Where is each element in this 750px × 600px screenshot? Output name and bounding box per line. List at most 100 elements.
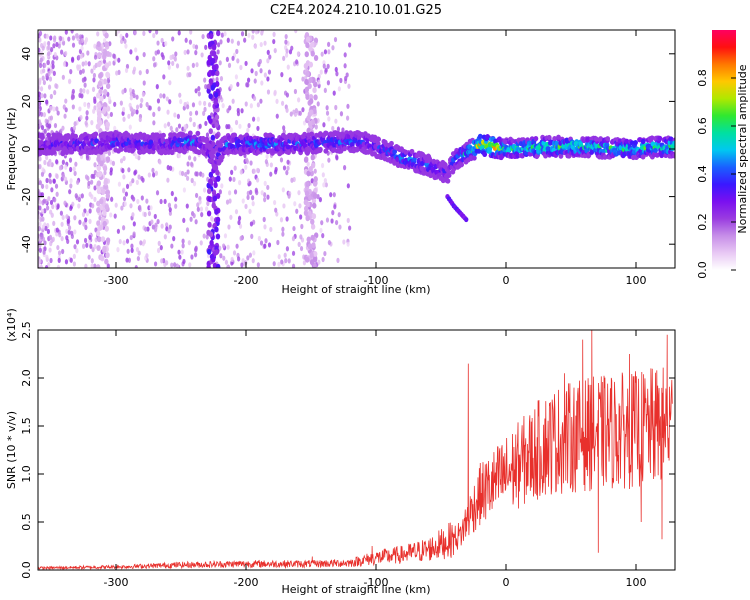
noise-speck xyxy=(284,258,288,264)
noise-speck xyxy=(232,176,236,183)
noise-speck xyxy=(72,261,76,267)
streak-speck xyxy=(95,230,101,237)
noise-speck xyxy=(93,162,97,168)
streak-speck xyxy=(96,188,102,195)
noise-speck xyxy=(119,158,124,164)
noise-speck xyxy=(39,111,44,117)
noise-speck xyxy=(226,264,230,268)
x-tick-label: -300 xyxy=(104,274,129,287)
streak-speck xyxy=(306,236,311,243)
streak-speck xyxy=(308,61,314,68)
noise-speck xyxy=(192,121,196,128)
noise-speck xyxy=(38,33,41,39)
streak-speck xyxy=(213,91,219,98)
noise-speck xyxy=(38,62,43,69)
noise-speck xyxy=(291,236,296,242)
streak-speck xyxy=(102,89,108,96)
noise-speck xyxy=(85,155,90,161)
noise-speck xyxy=(136,198,140,205)
noise-speck xyxy=(43,41,47,47)
ridge-cell xyxy=(309,131,315,137)
noise-speck xyxy=(196,202,200,208)
noise-speck xyxy=(240,262,244,268)
noise-speck xyxy=(150,219,154,225)
colorbar-ticks: 0.0 0.2 0.4 0.6 0.8 xyxy=(696,69,736,279)
noise-speck xyxy=(50,187,54,193)
noise-speck xyxy=(331,45,335,51)
noise-speck xyxy=(248,208,252,214)
streak-speck xyxy=(96,245,101,252)
ridge-cell xyxy=(657,135,663,142)
noise-speck xyxy=(135,94,139,100)
y-tick-label: 0.0 xyxy=(20,561,33,579)
noise-speck xyxy=(200,52,204,58)
streak-speck xyxy=(307,83,312,90)
noise-speck xyxy=(166,109,170,115)
noise-speck xyxy=(234,74,239,80)
noise-speck xyxy=(280,100,285,106)
noise-speck xyxy=(265,153,269,160)
noise-speck xyxy=(192,43,196,49)
noise-speck xyxy=(89,243,93,249)
noise-speck xyxy=(198,123,202,129)
noise-speck xyxy=(274,166,278,173)
noise-speck xyxy=(322,182,326,188)
noise-speck xyxy=(285,216,289,222)
spectrogram-y-ticks: -40 -20 0 20 40 xyxy=(20,47,675,253)
noise-speck xyxy=(93,54,98,60)
noise-speck xyxy=(145,198,149,204)
noise-speck xyxy=(40,42,44,49)
noise-speck xyxy=(194,110,199,116)
noise-speck xyxy=(327,49,331,55)
noise-speck xyxy=(256,262,260,268)
noise-speck xyxy=(185,175,190,181)
noise-speck xyxy=(227,62,232,68)
noise-speck xyxy=(182,258,186,265)
colorbar-tick-label: 0.6 xyxy=(696,117,709,135)
streak-speck xyxy=(96,41,101,48)
ridge-cell xyxy=(317,146,323,153)
noise-speck xyxy=(240,31,245,37)
noise-speck xyxy=(341,127,345,133)
noise-speck xyxy=(120,205,124,211)
noise-speck xyxy=(194,245,198,251)
noise-speck xyxy=(78,106,82,112)
noise-speck xyxy=(252,95,257,102)
noise-speck xyxy=(324,182,328,188)
ridge-cell xyxy=(219,154,225,160)
noise-speck xyxy=(327,116,331,122)
streak-speck xyxy=(207,248,212,255)
noise-speck xyxy=(203,77,207,83)
noise-speck xyxy=(233,165,237,171)
noise-speck xyxy=(238,180,242,186)
ridge-cell xyxy=(668,136,674,142)
noise-speck xyxy=(190,254,194,260)
noise-speck xyxy=(123,201,127,207)
noise-speck xyxy=(93,243,97,250)
noise-speck xyxy=(165,222,169,228)
noise-speck xyxy=(330,218,334,224)
noise-speck xyxy=(264,159,268,165)
streak-speck xyxy=(308,165,313,172)
noise-speck xyxy=(140,97,144,103)
noise-speck xyxy=(136,255,140,262)
streak-speck xyxy=(104,225,109,232)
noise-speck xyxy=(228,190,232,196)
noise-speck xyxy=(267,242,272,248)
noise-speck xyxy=(145,253,149,259)
noise-speck xyxy=(46,59,51,66)
streak-speck xyxy=(104,203,109,210)
noise-speck xyxy=(38,258,42,265)
noise-speck xyxy=(224,259,229,265)
noise-speck xyxy=(276,239,280,246)
noise-speck xyxy=(297,97,301,103)
ridge-cell xyxy=(672,153,675,159)
streak-speck xyxy=(214,249,219,256)
noise-speck xyxy=(108,41,112,47)
noise-speck xyxy=(129,106,133,112)
noise-speck xyxy=(74,161,78,167)
noise-speck xyxy=(279,217,284,223)
noise-speck xyxy=(244,60,248,67)
noise-speck xyxy=(205,206,209,212)
noise-speck xyxy=(246,127,250,133)
